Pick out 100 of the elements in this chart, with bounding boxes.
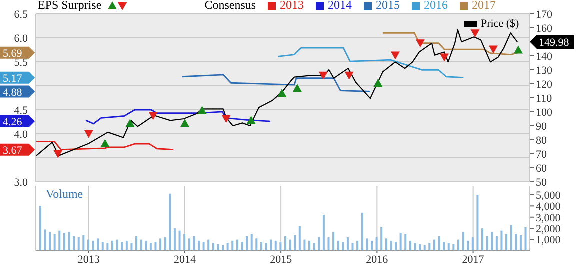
y2-tick-label: 120 bbox=[536, 78, 553, 91]
bar bbox=[404, 234, 407, 251]
point bbox=[246, 116, 256, 124]
bar bbox=[87, 240, 90, 251]
bar bbox=[433, 240, 436, 251]
bar bbox=[126, 240, 128, 251]
bar bbox=[241, 242, 244, 251]
bar bbox=[380, 227, 383, 251]
text: Consensus bbox=[204, 0, 256, 13]
text: 3.67 bbox=[3, 144, 23, 157]
bar bbox=[346, 238, 349, 251]
x-tick-label: 2013 bbox=[78, 254, 100, 264]
bar bbox=[491, 232, 494, 251]
y2-tick-label: 80 bbox=[536, 134, 548, 147]
bar bbox=[232, 240, 234, 251]
point bbox=[54, 150, 63, 158]
point bbox=[390, 52, 400, 60]
bar bbox=[342, 242, 344, 251]
bar bbox=[63, 233, 66, 251]
point bbox=[100, 139, 110, 148]
bar bbox=[294, 235, 296, 251]
legend-label: 2014 bbox=[327, 0, 352, 13]
bar bbox=[366, 238, 368, 251]
y-axis-title: Volume bbox=[46, 187, 84, 202]
x-tick-label: 2014 bbox=[174, 254, 196, 264]
bar bbox=[58, 230, 61, 251]
y2-tick-label: 140 bbox=[536, 50, 553, 63]
bar bbox=[496, 236, 498, 251]
point bbox=[488, 46, 498, 54]
point bbox=[470, 30, 480, 38]
point bbox=[416, 40, 425, 48]
bar bbox=[486, 236, 488, 251]
bar bbox=[356, 240, 359, 251]
bar bbox=[395, 242, 398, 251]
bar bbox=[164, 238, 166, 251]
bar bbox=[184, 234, 186, 251]
bar bbox=[102, 242, 104, 251]
bar bbox=[111, 240, 114, 251]
bar bbox=[270, 240, 272, 251]
x-tick-label: 2016 bbox=[366, 254, 389, 264]
bar bbox=[409, 240, 412, 251]
bar bbox=[438, 236, 440, 251]
point bbox=[84, 130, 94, 138]
point bbox=[278, 89, 287, 98]
y2-tick-label: 60 bbox=[536, 162, 548, 175]
point bbox=[318, 72, 328, 80]
bar bbox=[462, 232, 464, 251]
bar bbox=[428, 243, 431, 251]
bar bbox=[54, 234, 56, 251]
bar bbox=[352, 243, 354, 251]
point bbox=[126, 119, 135, 128]
bar bbox=[116, 240, 118, 251]
bar bbox=[506, 234, 508, 251]
y2-tick-label: 110 bbox=[536, 92, 553, 105]
bar bbox=[193, 236, 196, 251]
bar bbox=[174, 228, 176, 251]
legend-label: 2013 bbox=[279, 0, 304, 13]
legend-label: Price ($) bbox=[480, 18, 520, 30]
bar bbox=[370, 240, 373, 251]
bar bbox=[322, 215, 325, 251]
bar bbox=[250, 234, 253, 251]
bar bbox=[145, 240, 148, 251]
bar bbox=[39, 206, 42, 251]
line-series bbox=[277, 47, 464, 79]
bar bbox=[202, 242, 205, 251]
bar bbox=[332, 232, 335, 251]
bar bbox=[298, 226, 301, 251]
bar bbox=[150, 243, 152, 251]
y-tick-label: 6.5 bbox=[14, 8, 28, 21]
y-tick-label: 6.0 bbox=[14, 32, 28, 45]
legend-label: 2015 bbox=[375, 0, 400, 13]
bar bbox=[500, 230, 503, 251]
bar bbox=[130, 243, 133, 251]
bar bbox=[524, 227, 527, 251]
legend-label: 2017 bbox=[471, 0, 496, 13]
text: 149.98 bbox=[539, 37, 570, 50]
y2-tick-label: 90 bbox=[536, 120, 548, 133]
bar bbox=[390, 240, 392, 251]
text: 5.17 bbox=[3, 72, 23, 85]
bar bbox=[73, 236, 76, 251]
bar bbox=[280, 242, 282, 251]
bar bbox=[385, 238, 388, 251]
bar bbox=[482, 228, 484, 251]
bar bbox=[400, 233, 402, 251]
bar bbox=[443, 242, 446, 251]
text: 4.26 bbox=[3, 116, 23, 129]
bar bbox=[160, 238, 162, 251]
bar bbox=[457, 240, 460, 251]
bar bbox=[246, 236, 248, 251]
bar bbox=[376, 238, 378, 251]
bar bbox=[208, 240, 210, 251]
bar bbox=[284, 236, 286, 251]
bar bbox=[520, 235, 522, 251]
legend-label: 2016 bbox=[423, 0, 448, 13]
bar bbox=[467, 240, 470, 251]
bar bbox=[260, 242, 262, 251]
y2-tick-label: 70 bbox=[536, 148, 548, 161]
bar bbox=[140, 240, 142, 251]
point bbox=[514, 46, 523, 54]
text: EPS Surprise bbox=[38, 0, 102, 13]
